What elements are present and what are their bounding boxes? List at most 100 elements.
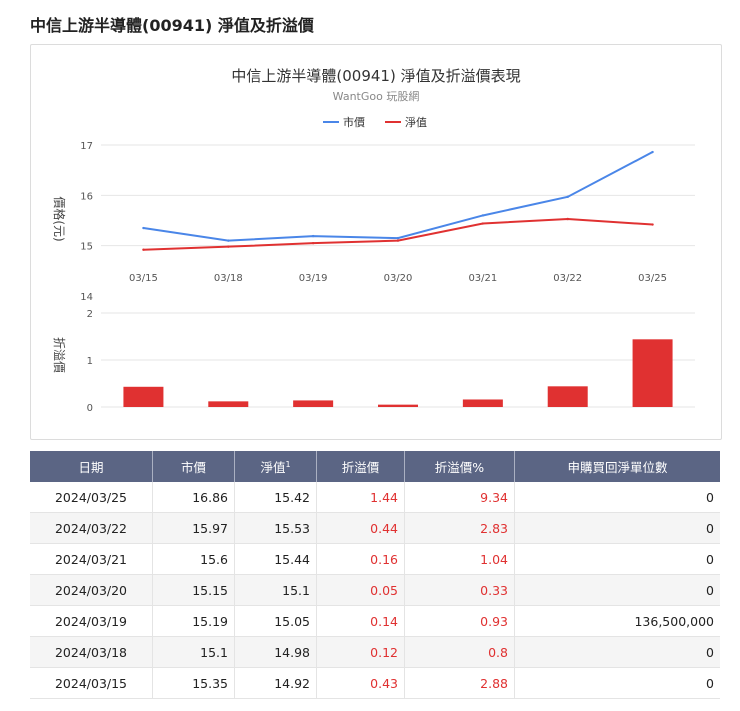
- x-tick-label: 03/19: [299, 273, 328, 284]
- y-tick-label: 0: [87, 403, 93, 414]
- cell-premium-pct: 0.33: [404, 574, 515, 606]
- line-chart-grid: 17 16 15 14 03/15 03/18 03/19 03/20 03/21 03/22 03…: [80, 141, 695, 303]
- cell-date: 2024/03/19: [30, 605, 153, 637]
- cell-net-units: 0: [514, 512, 720, 544]
- y-tick-label: 1: [87, 356, 93, 367]
- cell-premium: 0.05: [316, 574, 405, 606]
- legend-item[interactable]: 淨值: [385, 116, 427, 129]
- cell-market-price: 15.6: [152, 543, 235, 575]
- cell-nav: 14.98: [234, 636, 317, 668]
- cell-date: 2024/03/22: [30, 512, 153, 544]
- premium-bar[interactable]: [378, 404, 418, 407]
- y-axis-title-premium: 折溢價: [52, 337, 67, 373]
- data-point[interactable]: [227, 245, 230, 248]
- data-point[interactable]: [142, 248, 145, 251]
- cell-premium: 0.14: [316, 605, 405, 637]
- data-point[interactable]: [566, 217, 569, 221]
- data-point[interactable]: [481, 214, 485, 217]
- cell-market-price: 15.1: [152, 636, 235, 668]
- cell-net-units: 0: [514, 482, 720, 513]
- cell-premium: 0.43: [316, 667, 405, 699]
- header-premium[interactable]: 折溢價: [316, 451, 405, 482]
- page-title: 中信上游半導體(00941) 淨值及折溢價: [30, 16, 314, 35]
- table-row: 2024/03/20 15.15 15.1 0.05 0.33 0: [30, 574, 720, 606]
- header-date[interactable]: 日期: [30, 451, 153, 482]
- legend-item[interactable]: 市價: [323, 115, 365, 129]
- header-premium-pct[interactable]: 折溢價%: [404, 451, 515, 482]
- table-row: 2024/03/22 15.97 15.53 0.44 2.83 0: [30, 512, 720, 544]
- cell-date: 2024/03/25: [30, 482, 153, 513]
- cell-net-units: 136,500,000: [514, 605, 720, 637]
- chart-legend[interactable]: 市價 淨值: [323, 115, 427, 129]
- y-axis-title-price: 價格(元): [52, 196, 67, 241]
- cell-net-units: 0: [514, 667, 720, 699]
- data-point[interactable]: [142, 226, 145, 230]
- data-point[interactable]: [481, 222, 485, 225]
- data-point[interactable]: [566, 195, 569, 199]
- cell-premium-pct: 0.93: [404, 605, 515, 637]
- axis-titles: 價格(元) 折溢價: [52, 196, 67, 373]
- premium-bar[interactable]: [208, 401, 249, 407]
- chart-card: 中信上游半導體(00941) 淨值及折溢價表現 WantGoo 玩股網 市價 淨值…: [30, 44, 722, 440]
- table-row: 2024/03/19 15.19 15.05 0.14 0.93 136,500,000: [30, 605, 720, 637]
- data-point[interactable]: [651, 150, 654, 154]
- x-tick-label: 03/18: [214, 273, 243, 284]
- header-nav[interactable]: 淨值1: [234, 451, 317, 482]
- table-row: 2024/03/18 15.1 14.98 0.12 0.8 0: [30, 636, 720, 668]
- data-point[interactable]: [227, 239, 230, 242]
- bar-chart-grid: 2 1 0: [87, 309, 695, 414]
- bar-chart-series: [123, 339, 673, 407]
- cell-nav: 15.1: [234, 574, 317, 606]
- table-row: 2024/03/21 15.6 15.44 0.16 1.04 0: [30, 543, 720, 575]
- cell-market-price: 16.86: [152, 482, 235, 513]
- data-point[interactable]: [396, 236, 400, 240]
- cell-nav: 14.92: [234, 667, 317, 699]
- table-body: 2024/03/25 16.86 15.42 1.44 9.34 0 2024/03/22 1…: [30, 482, 720, 699]
- cell-nav: 15.05: [234, 605, 317, 637]
- series-line-market[interactable]: [143, 151, 654, 242]
- x-tick-label: 03/22: [553, 273, 582, 284]
- cell-nav: 15.44: [234, 543, 317, 575]
- y-tick-label: 14: [80, 292, 93, 303]
- cell-market-price: 15.19: [152, 605, 235, 637]
- series-line-nav[interactable]: [143, 217, 653, 251]
- data-point[interactable]: [396, 239, 400, 242]
- cell-market-price: 15.97: [152, 512, 235, 544]
- table-header-row: 日期 市價 淨值1 折溢價 折溢價% 申購買回淨單位數: [30, 451, 720, 482]
- x-tick-label: 03/21: [468, 273, 497, 284]
- premium-bar[interactable]: [462, 399, 503, 407]
- cell-net-units: 0: [514, 636, 720, 668]
- cell-premium: 0.16: [316, 543, 405, 575]
- y-tick-label: 2: [87, 309, 93, 320]
- header-market-price[interactable]: 市價: [152, 451, 235, 482]
- data-point[interactable]: [311, 234, 315, 238]
- cell-date: 2024/03/15: [30, 667, 153, 699]
- cell-net-units: 0: [514, 574, 720, 606]
- cell-nav: 15.42: [234, 482, 317, 513]
- line-chart-series: [142, 150, 654, 251]
- cell-premium-pct: 0.8: [404, 636, 515, 668]
- y-tick-label: 17: [80, 141, 93, 152]
- chart-subtitle: WantGoo 玩股網: [333, 89, 420, 103]
- premium-bar[interactable]: [632, 339, 673, 407]
- y-tick-label: 16: [80, 191, 93, 202]
- cell-premium: 0.12: [316, 636, 405, 668]
- table-row: 2024/03/15 15.35 14.92 0.43 2.88 0: [30, 667, 720, 699]
- header-net-units[interactable]: 申購買回淨單位數: [514, 451, 720, 482]
- premium-bar[interactable]: [293, 400, 334, 407]
- nav-premium-table: 日期 市價 淨值1 折溢價 折溢價% 申購買回淨單位數 2024/03/25 16…: [30, 451, 720, 699]
- data-point[interactable]: [311, 241, 315, 245]
- y-tick-label: 15: [80, 242, 93, 253]
- x-tick-label: 03/20: [384, 273, 413, 284]
- premium-bar[interactable]: [123, 386, 164, 407]
- cell-premium: 0.44: [316, 512, 405, 544]
- data-point[interactable]: [651, 223, 654, 226]
- cell-premium-pct: 2.83: [404, 512, 515, 544]
- x-tick-label: 03/25: [638, 273, 667, 284]
- cell-nav: 15.53: [234, 512, 317, 544]
- premium-bar[interactable]: [547, 386, 588, 407]
- cell-net-units: 0: [514, 543, 720, 575]
- cell-date: 2024/03/20: [30, 574, 153, 606]
- cell-market-price: 15.35: [152, 667, 235, 699]
- legend-label: 淨值: [405, 116, 427, 129]
